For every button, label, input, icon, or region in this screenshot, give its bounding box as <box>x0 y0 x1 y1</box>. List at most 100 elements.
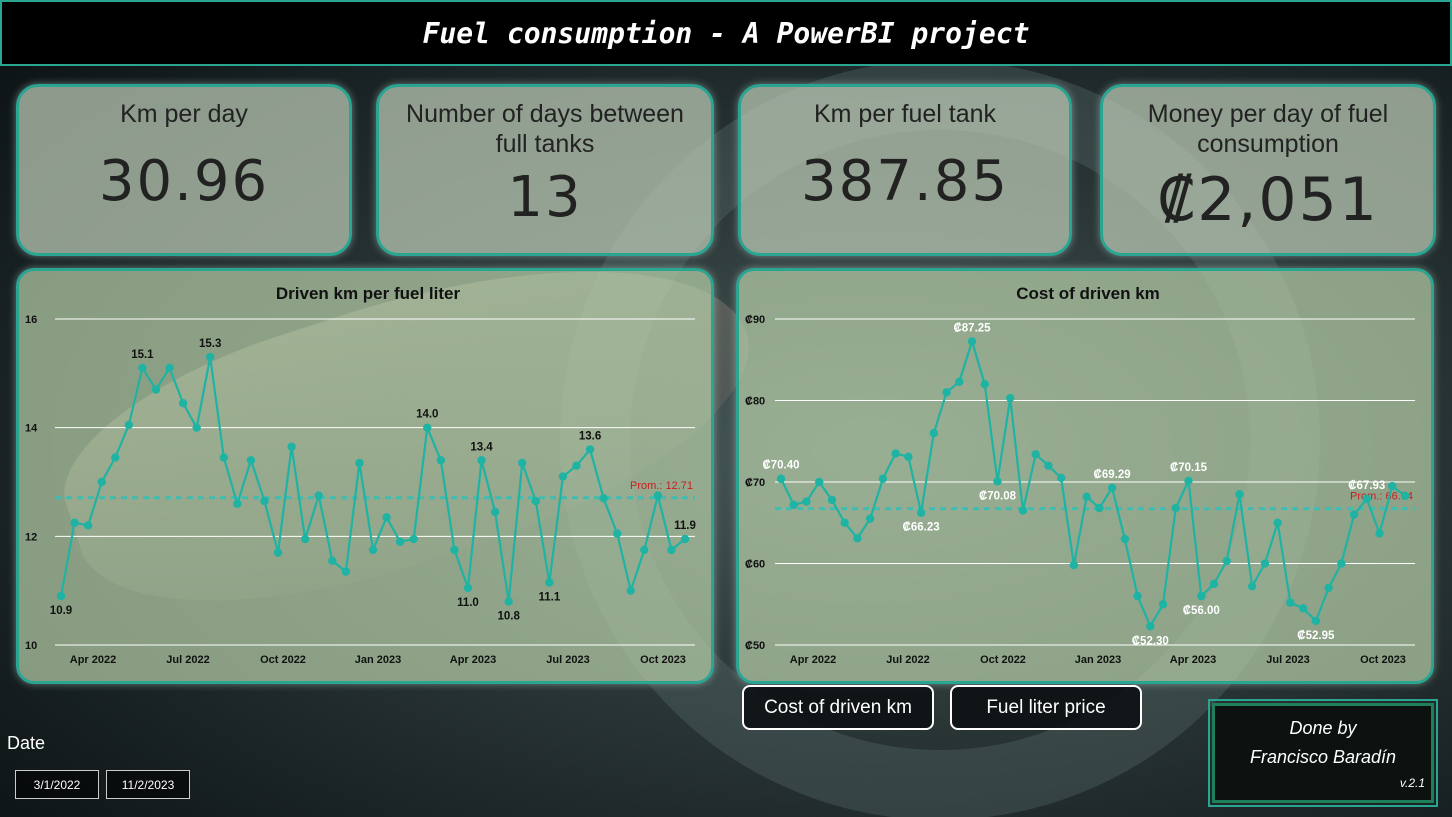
data-point <box>815 477 824 487</box>
data-point <box>328 556 337 565</box>
data-point <box>1388 481 1397 491</box>
data-point <box>776 474 786 483</box>
data-point <box>967 337 977 346</box>
cost-of-driven-km-button[interactable]: Cost of driven km <box>742 685 934 730</box>
date-end-input[interactable]: 11/2/2023 <box>106 770 190 799</box>
kpi-value: 387.85 <box>801 149 1009 214</box>
data-point <box>1120 534 1130 544</box>
y-tick-label: 16 <box>25 314 37 326</box>
data-point <box>1298 604 1308 613</box>
data-point <box>993 477 1002 486</box>
data-point <box>1247 582 1257 591</box>
data-point <box>192 423 201 432</box>
y-tick-label: 14 <box>25 423 38 435</box>
data-point <box>545 578 554 587</box>
data-point <box>1031 450 1040 459</box>
data-point <box>368 545 378 555</box>
credit-box: Done by Francisco Baradín v.2.1 <box>1208 699 1438 807</box>
report-title: Fuel consumption - A PowerBI project <box>422 16 1030 50</box>
credit-line-1: Done by <box>1289 718 1357 738</box>
chart-title: Driven km per fuel liter <box>276 284 461 303</box>
data-label: 13.6 <box>579 430 601 442</box>
data-point <box>1273 518 1282 527</box>
data-point <box>233 499 242 508</box>
x-tick-label: Oct 2022 <box>980 654 1026 666</box>
data-point <box>219 453 228 462</box>
data-point <box>1337 559 1346 568</box>
data-point <box>1146 622 1155 631</box>
chart-panel-km-per-liter[interactable]: Driven km per fuel liter 10 12 14 16 Apr 2022… <box>16 268 714 684</box>
x-tick-label: Apr 2022 <box>70 654 116 666</box>
data-point <box>585 445 595 454</box>
data-label: ₡52.30 <box>1132 635 1169 647</box>
kpi-title: Money per day of fuel consumption <box>1147 100 1389 158</box>
data-point <box>980 380 989 389</box>
kpi-card-km-per-day[interactable]: Km per day 30.96 <box>16 84 352 256</box>
data-label: 15.3 <box>199 338 221 350</box>
fuel-liter-price-button[interactable]: Fuel liter price <box>950 685 1142 730</box>
data-point <box>853 534 862 543</box>
date-start-input[interactable]: 3/1/2022 <box>15 770 99 799</box>
data-point <box>1069 560 1079 570</box>
data-point <box>955 377 964 386</box>
data-point <box>640 545 649 555</box>
data-label: ₡70.40 <box>762 460 799 472</box>
data-point <box>70 518 79 527</box>
data-point <box>1171 503 1180 513</box>
x-tick-label: Oct 2023 <box>1360 654 1406 666</box>
x-tick-label: Jan 2023 <box>355 654 401 666</box>
data-point <box>1006 393 1015 403</box>
version-label: v.2.1 <box>1399 776 1425 790</box>
y-tick-label: 10 <box>25 640 37 652</box>
data-point <box>287 442 296 451</box>
data-point <box>56 591 66 601</box>
kpi-value: 13 <box>507 165 583 230</box>
data-point <box>1158 600 1168 609</box>
data-point <box>1133 591 1142 601</box>
data-point <box>904 452 913 461</box>
report-header: Fuel consumption - A PowerBI project <box>0 0 1452 66</box>
chart-km-per-liter[interactable]: Driven km per fuel liter 10 12 14 16 Apr 2022… <box>19 271 717 687</box>
data-point <box>865 514 875 523</box>
data-point <box>572 461 581 470</box>
data-point <box>518 458 527 468</box>
kpi-card-km-per-tank[interactable]: Km per fuel tank 387.85 <box>738 84 1072 256</box>
data-point <box>300 534 310 544</box>
data-point <box>423 423 432 432</box>
data-label: ₡70.08 <box>979 490 1017 502</box>
kpi-card-days-between-tanks[interactable]: Number of days between full tanks 13 <box>376 84 714 256</box>
kpi-title: Number of days between full tanks <box>406 100 684 158</box>
date-filter-label: Date <box>7 733 46 753</box>
chart-panel-cost-per-km[interactable]: Cost of driven km ₡50 ₡60 ₡70 ₡80 ₡90 Apr 2022… <box>736 268 1434 684</box>
chart-title: Cost of driven km <box>1016 284 1160 303</box>
data-label: ₡56.00 <box>1183 605 1220 617</box>
x-tick-label: Oct 2022 <box>260 654 306 666</box>
data-point <box>83 521 93 530</box>
data-point <box>612 529 622 538</box>
data-point <box>1184 476 1193 485</box>
data-point <box>1082 492 1091 501</box>
data-point <box>409 534 418 544</box>
x-tick-label: Jul 2022 <box>166 654 209 666</box>
x-tick-label: Jul 2023 <box>546 654 589 666</box>
data-point <box>1095 503 1104 513</box>
data-point <box>789 500 798 510</box>
kpi-value: 30.96 <box>98 149 270 214</box>
kpi-title: Km per fuel tank <box>813 100 997 128</box>
kpi-title: Km per day <box>120 100 248 128</box>
x-tick-label: Apr 2023 <box>1170 654 1216 666</box>
data-label: ₡52.95 <box>1297 630 1335 642</box>
data-point <box>1311 616 1321 626</box>
data-point <box>97 477 106 487</box>
data-point <box>246 456 256 465</box>
chart-cost-per-km[interactable]: Cost of driven km ₡50 ₡60 ₡70 ₡80 ₡90 Apr 2022… <box>739 271 1437 687</box>
kpi-card-money-per-day[interactable]: Money per day of fuel consumption ₡2,051 <box>1100 84 1436 256</box>
data-point <box>667 545 676 555</box>
data-point <box>558 472 568 481</box>
x-tick-label: Apr 2022 <box>790 654 836 666</box>
data-point <box>891 449 900 458</box>
data-point <box>1235 490 1244 499</box>
data-point <box>436 456 446 465</box>
data-point <box>599 494 608 503</box>
data-point <box>827 495 837 505</box>
